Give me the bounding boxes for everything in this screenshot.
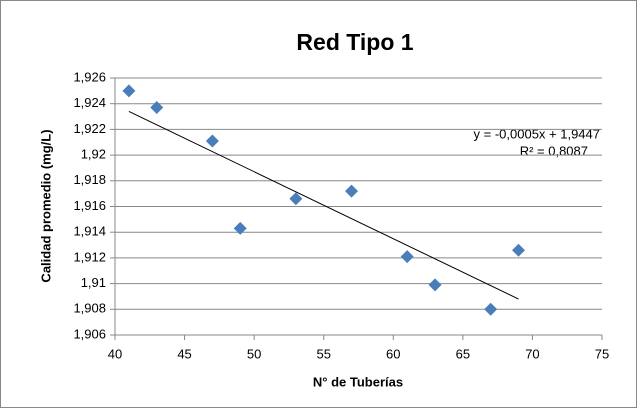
x-tick-label: 45 bbox=[177, 346, 191, 361]
x-axis-label: N° de Tuberías bbox=[313, 374, 403, 389]
scatter-point bbox=[150, 101, 164, 115]
trend-r-squared: R² = 0,8087 bbox=[520, 143, 588, 158]
x-tick-label: 70 bbox=[525, 346, 539, 361]
scatter-point bbox=[289, 192, 303, 206]
y-tick-label: 1,92 bbox=[81, 147, 106, 162]
y-axis-label: Calidad promedio (mg/L) bbox=[38, 129, 53, 282]
y-tick-label: 1,914 bbox=[73, 224, 106, 239]
scatter-point bbox=[205, 134, 219, 148]
y-tick-label: 1,926 bbox=[73, 69, 106, 84]
y-tick-label: 1,918 bbox=[73, 172, 106, 187]
y-tick-label: 1,916 bbox=[73, 198, 106, 213]
y-tick-label: 1,908 bbox=[73, 301, 106, 316]
y-tick-label: 1,906 bbox=[73, 326, 106, 341]
chart-title: Red Tipo 1 bbox=[296, 29, 413, 55]
y-tick-label: 1,924 bbox=[73, 95, 106, 110]
scatter-point bbox=[484, 302, 498, 316]
y-tick-label: 1,922 bbox=[73, 121, 106, 136]
y-tick-label: 1,912 bbox=[73, 249, 106, 264]
scatter-point bbox=[428, 278, 442, 292]
x-tick-label: 75 bbox=[595, 346, 609, 361]
scatter-point bbox=[233, 221, 247, 235]
x-tick-label: 65 bbox=[456, 346, 470, 361]
x-tick-label: 50 bbox=[247, 346, 261, 361]
x-tick-label: 55 bbox=[316, 346, 330, 361]
trend-equation: y = -0,0005x + 1,9447 bbox=[474, 126, 600, 141]
scatter-point bbox=[400, 250, 414, 264]
trendline bbox=[128, 110, 519, 300]
x-tick-label: 60 bbox=[386, 346, 400, 361]
y-tick-label: 1,91 bbox=[81, 275, 106, 290]
scatter-point bbox=[345, 184, 359, 198]
x-tick-label: 40 bbox=[108, 346, 122, 361]
scatter-point bbox=[122, 84, 136, 98]
scatter-point bbox=[512, 243, 526, 257]
